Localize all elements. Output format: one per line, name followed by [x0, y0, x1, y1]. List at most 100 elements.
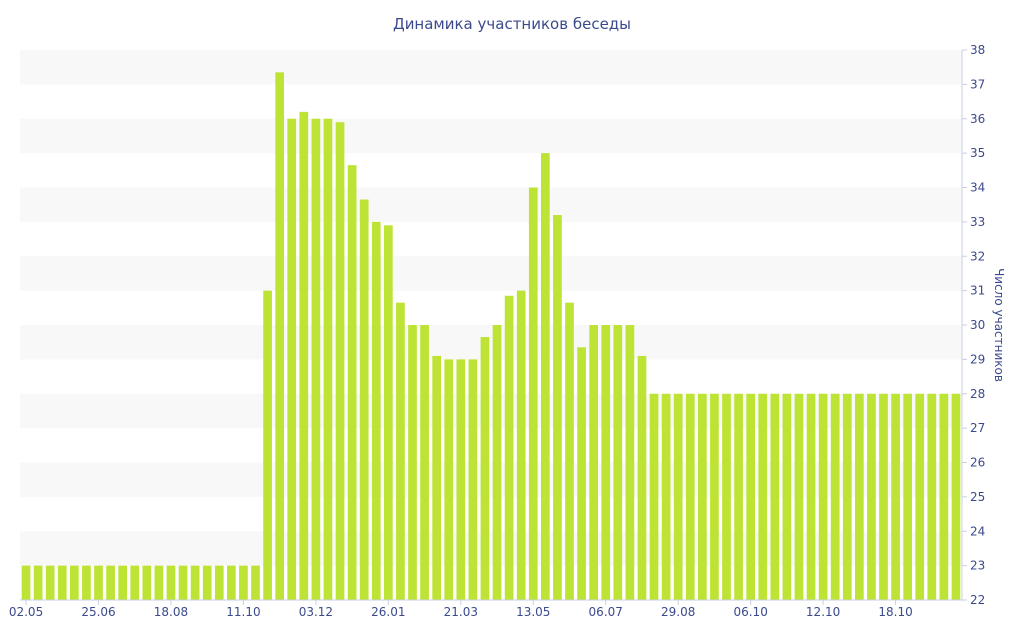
bar	[528, 187, 538, 600]
bar	[118, 565, 128, 601]
bar	[275, 72, 285, 601]
bar	[842, 393, 852, 600]
y-tick-label: 38	[970, 43, 985, 57]
y-tick-label: 35	[970, 146, 985, 160]
bar	[311, 118, 321, 600]
bar	[444, 359, 454, 601]
bar	[625, 325, 635, 600]
x-tick-label: 02.05	[9, 605, 43, 619]
y-tick-label: 24	[970, 524, 985, 538]
bar	[130, 565, 140, 601]
bar	[818, 393, 828, 600]
bar	[202, 565, 212, 601]
bar	[456, 359, 466, 601]
bar	[553, 215, 562, 600]
bar	[806, 393, 816, 600]
bar	[468, 359, 478, 601]
bar	[190, 565, 200, 601]
background-band	[20, 325, 962, 360]
background-band	[20, 256, 962, 291]
bar	[82, 565, 91, 601]
bar	[830, 393, 840, 600]
bar	[408, 325, 417, 600]
y-tick-label: 34	[970, 181, 985, 195]
bar	[855, 393, 864, 600]
bar	[589, 325, 599, 600]
bar	[649, 393, 659, 600]
bar	[142, 565, 152, 601]
bar	[227, 565, 236, 601]
background-band	[20, 187, 962, 222]
bar	[867, 393, 876, 600]
bar	[939, 393, 949, 600]
x-tick-label: 26.01	[371, 605, 405, 619]
background-band	[20, 50, 962, 85]
y-tick-label: 29	[970, 352, 985, 366]
bar	[480, 337, 490, 600]
bar	[951, 393, 961, 600]
bar	[94, 565, 103, 601]
y-axis-label: Число участников	[992, 268, 1006, 382]
bar	[685, 393, 695, 600]
chart-title: Динамика участников беседы	[393, 15, 631, 33]
background-band	[20, 118, 962, 154]
bar	[565, 302, 574, 600]
bar	[106, 565, 115, 601]
x-tick-label: 06.07	[589, 605, 623, 619]
bar	[178, 565, 188, 601]
bar	[758, 393, 768, 600]
bar	[239, 565, 248, 601]
bar	[70, 565, 79, 601]
background-bands	[20, 50, 962, 566]
background-band	[20, 393, 962, 429]
bar	[154, 565, 164, 601]
bar	[263, 290, 272, 601]
bar	[710, 393, 719, 600]
y-tick-label: 27	[970, 421, 985, 435]
bar	[57, 565, 67, 601]
x-tick-label: 25.06	[81, 605, 115, 619]
bar	[251, 565, 260, 601]
bars-group	[21, 72, 961, 601]
bar	[722, 393, 731, 600]
bar	[396, 302, 405, 600]
bar	[613, 325, 623, 600]
bar	[299, 111, 309, 601]
x-tick-label: 13.05	[516, 605, 550, 619]
bar	[746, 393, 756, 600]
bar	[33, 565, 43, 601]
bar	[879, 393, 888, 600]
bar	[45, 565, 55, 601]
y-tick-label: 37	[970, 77, 985, 91]
x-tick-label: 12.10	[806, 605, 840, 619]
x-tick-label: 03.12	[299, 605, 333, 619]
x-tick-label: 18.08	[154, 605, 188, 619]
y-tick-label: 25	[970, 490, 985, 504]
bar	[323, 118, 333, 600]
y-tick-label: 31	[970, 284, 985, 298]
background-band	[20, 462, 962, 497]
bar	[359, 199, 369, 600]
x-tick-label: 29.08	[661, 605, 695, 619]
y-tick-label: 32	[970, 249, 985, 263]
x-tick-label: 06.10	[733, 605, 767, 619]
bar	[335, 122, 345, 600]
bar	[166, 565, 176, 601]
bar	[734, 393, 743, 600]
y-tick-label: 23	[970, 559, 985, 573]
x-tick-label: 11.10	[226, 605, 260, 619]
bar	[432, 355, 442, 600]
bar	[770, 393, 780, 600]
bar	[577, 347, 586, 600]
y-ticks-group: 22 23 24 25 26 27 28 29 30 31 32 33 34 35 36 37 38	[962, 43, 985, 607]
background-band	[20, 531, 962, 566]
bar	[384, 225, 393, 600]
bar	[637, 355, 647, 600]
y-tick-label: 33	[970, 215, 985, 229]
bar	[420, 325, 429, 600]
y-tick-label: 30	[970, 318, 985, 332]
bar	[903, 393, 913, 600]
x-tick-label: 18.10	[878, 605, 912, 619]
bar	[927, 393, 937, 600]
y-tick-label: 36	[970, 112, 985, 126]
